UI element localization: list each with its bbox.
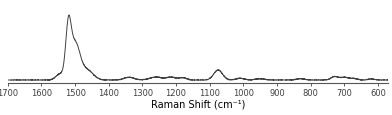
X-axis label: Raman Shift (cm⁻¹): Raman Shift (cm⁻¹) <box>151 99 245 109</box>
